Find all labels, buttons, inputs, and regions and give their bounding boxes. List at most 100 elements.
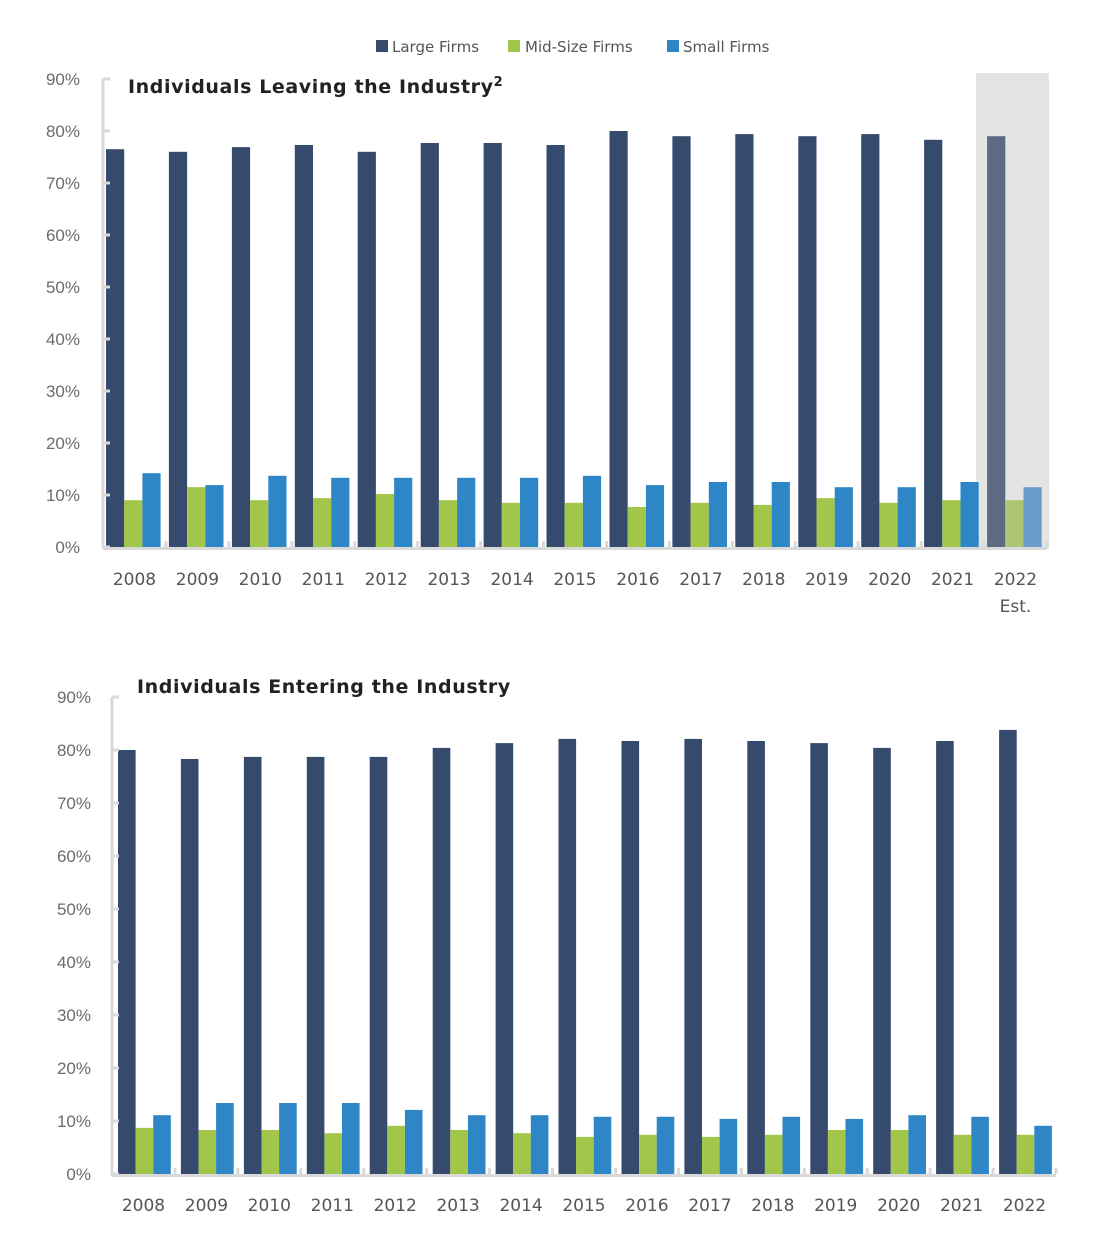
bar-large-firms-2014 xyxy=(495,743,514,1174)
y-tick-label-90: 90% xyxy=(46,70,80,89)
legend-swatch-large-firms xyxy=(376,40,388,52)
x-tick-label-2020: 2020 xyxy=(868,570,911,590)
y-tick-label-30: 30% xyxy=(46,382,80,401)
y-tick-label-10: 10% xyxy=(46,486,80,505)
bar-group-2014 xyxy=(483,143,539,547)
bar-mid-size-firms-2010 xyxy=(261,1130,280,1174)
bar-mid-size-firms-2011 xyxy=(324,1133,342,1174)
legend-label-large-firms: Large Firms xyxy=(392,38,479,56)
bar-large-firms-2008 xyxy=(118,750,136,1174)
bar-mid-size-firms-2019 xyxy=(816,498,835,547)
bar-small-firms-2014 xyxy=(530,1115,549,1174)
bar-small-firms-2020 xyxy=(908,1115,926,1174)
bar-small-firms-2015 xyxy=(593,1116,612,1174)
bar-group-2011 xyxy=(306,756,360,1174)
bar-small-firms-2017 xyxy=(719,1118,738,1174)
bar-large-firms-2017 xyxy=(684,738,702,1174)
x-tick-label-2021: 2021 xyxy=(931,570,974,590)
x-tick-label-2022: 2022 xyxy=(994,570,1037,590)
bar-large-firms-2022 xyxy=(987,136,1006,547)
x-tick-label-2013: 2013 xyxy=(427,570,470,590)
bar-small-firms-2011 xyxy=(331,477,350,547)
bar-group-2010 xyxy=(231,147,287,547)
legend-label-small-firms: Small Firms xyxy=(683,38,770,56)
bar-group-2018 xyxy=(735,134,790,547)
bar-mid-size-firms-2012 xyxy=(375,494,395,547)
x-tick-labels-entering: 2008 2009 2010 2011 2012 2013 2014 2015 2016 2017… xyxy=(122,1196,1046,1216)
bars-entering xyxy=(118,729,1052,1174)
bar-large-firms-2011 xyxy=(306,756,325,1174)
bar-group-2020 xyxy=(873,747,926,1174)
x-tick-label-2022: 2022 xyxy=(1003,1196,1046,1216)
bar-large-firms-2010 xyxy=(231,147,251,547)
bar-mid-size-firms-2018 xyxy=(753,504,772,547)
bar-mid-size-firms-2018 xyxy=(764,1134,783,1174)
bar-small-firms-2015 xyxy=(582,475,602,547)
chart-title-leaving: Individuals Leaving the Industry2 xyxy=(128,75,503,98)
x-tick-label-2017: 2017 xyxy=(679,570,722,590)
x-tick-label-2015: 2015 xyxy=(562,1196,605,1216)
legend-item-mid-size-firms: Mid-Size Firms xyxy=(508,38,633,56)
chart-title-entering: Individuals Entering the Industry xyxy=(137,676,511,698)
bar-small-firms-2017 xyxy=(708,482,727,547)
bar-group-2009 xyxy=(180,759,234,1174)
bar-group-2011 xyxy=(294,145,350,547)
bar-small-firms-2018 xyxy=(782,1116,801,1174)
bar-small-firms-2020 xyxy=(897,487,916,547)
legend-swatch-small-firms xyxy=(667,40,679,52)
x-tick-label-2012: 2012 xyxy=(365,570,408,590)
bar-large-firms-2020 xyxy=(873,747,891,1174)
bar-small-firms-2009 xyxy=(216,1103,234,1174)
x-tick-label-2014: 2014 xyxy=(499,1196,542,1216)
x-tick-label-2010: 2010 xyxy=(248,1196,291,1216)
chart-title-entering-text: Individuals Entering the Industry xyxy=(137,676,511,698)
bar-mid-size-firms-2022 xyxy=(1016,1134,1035,1174)
y-tick-label-20: 20% xyxy=(57,1059,91,1078)
bar-group-2017 xyxy=(684,738,738,1174)
x-tick-label-2016: 2016 xyxy=(616,570,659,590)
bar-mid-size-firms-2014 xyxy=(501,502,520,547)
bar-mid-size-firms-2021 xyxy=(942,500,961,547)
axes-leaving xyxy=(101,77,1049,550)
axes-entering xyxy=(110,695,1058,1177)
x-tick-label-2014: 2014 xyxy=(490,570,533,590)
bar-large-firms-2015 xyxy=(558,738,577,1174)
bar-group-2019 xyxy=(798,136,853,547)
bar-group-2010 xyxy=(243,756,297,1174)
bar-small-firms-2021 xyxy=(960,482,979,547)
bar-mid-size-firms-2016 xyxy=(627,507,646,547)
bar-mid-size-firms-2020 xyxy=(879,502,898,547)
bar-small-firms-2013 xyxy=(467,1115,486,1174)
bar-small-firms-2016 xyxy=(645,485,665,547)
bar-small-firms-2021 xyxy=(971,1116,989,1174)
bar-small-firms-2010 xyxy=(268,475,287,547)
bar-large-firms-2008 xyxy=(106,149,125,547)
bar-large-firms-2020 xyxy=(861,134,880,547)
estimate-shaded-region xyxy=(976,73,1049,549)
bar-group-2022 xyxy=(999,729,1052,1174)
y-tick-label-80: 80% xyxy=(46,122,80,141)
bar-large-firms-2021 xyxy=(924,139,943,548)
chart-title-leaving-text: Individuals Leaving the Industry xyxy=(128,76,494,98)
bar-large-firms-2018 xyxy=(735,134,754,547)
bar-group-2022 xyxy=(987,136,1042,547)
y-tick-label-40: 40% xyxy=(46,330,80,349)
bar-mid-size-firms-2013 xyxy=(438,500,458,547)
bar-small-firms-2019 xyxy=(834,487,853,547)
bar-group-2008 xyxy=(106,149,161,547)
bar-mid-size-firms-2020 xyxy=(890,1130,909,1174)
bar-large-firms-2019 xyxy=(798,136,817,547)
bar-small-firms-2009 xyxy=(205,485,224,547)
bar-large-firms-2016 xyxy=(609,131,628,547)
x-tick-label-2011: 2011 xyxy=(302,570,345,590)
bar-group-2021 xyxy=(924,139,979,548)
chart-leaving-industry: 0%10%20%30%40%50%60%70%80%90% 2008 2009 20… xyxy=(46,70,1049,617)
x-tick-label-2018: 2018 xyxy=(751,1196,794,1216)
bar-mid-size-firms-2022 xyxy=(1005,500,1024,547)
bar-small-firms-2008 xyxy=(142,473,161,547)
x-tick-label-2019: 2019 xyxy=(805,570,848,590)
y-tick-label-90: 90% xyxy=(57,688,91,707)
bar-small-firms-2018 xyxy=(771,482,790,547)
bar-small-firms-2012 xyxy=(394,477,413,547)
